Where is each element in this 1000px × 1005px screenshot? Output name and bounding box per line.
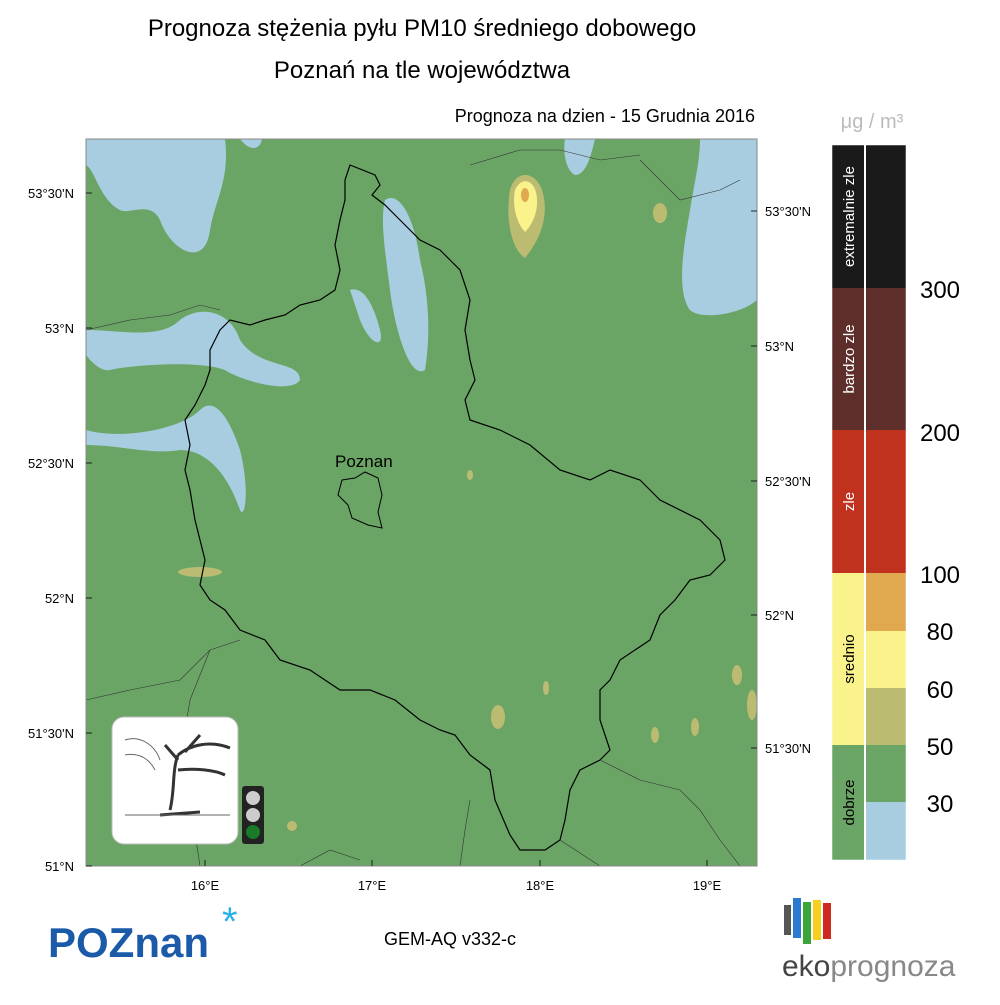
lat-label-left: 51°30'N [28,726,74,741]
lat-label-right: 52°N [765,608,794,623]
legend-threshold: 200 [920,420,960,447]
lon-label: 19°E [693,878,722,893]
lon-label: 17°E [358,878,387,893]
legend-category [832,288,864,430]
logo-ekoprognoza: ekoprognoza [782,950,956,983]
legend-bin [866,745,906,802]
legend-category [832,145,864,288]
legend-bin [866,430,906,573]
legend-threshold: 50 [927,734,954,761]
ekoprognoza-bars [784,898,831,944]
logo-poznan: POZnan [48,919,209,966]
legend-frame [831,144,907,861]
legend-category [832,745,864,860]
legend-category-label: extremalnie zle [841,166,858,267]
legend-category-label: bardzo zle [841,324,858,393]
lat-label-left: 52°30'N [28,456,74,471]
lat-label-left: 52°N [45,591,74,606]
lat-label-left: 51°N [45,859,74,874]
legend-threshold: 60 [927,677,954,704]
legend-threshold: 80 [927,619,954,646]
lat-label-right: 51°30'N [765,741,811,756]
lat-label-right: 53°N [765,339,794,354]
legend-bin [866,802,906,860]
map: Poznan [85,138,758,867]
legend-category-label: zle [841,492,858,511]
legend-bin [866,288,906,430]
legend-category-label: dobrze [841,780,858,826]
lat-label-left: 53°N [45,321,74,336]
legend-unit: μg / m³ [841,111,904,133]
subtitle: Poznań na tle województwa [274,57,571,84]
legend: μg / m³ extremalnie zle bardzo zle zle sred… [831,111,960,861]
weather-icon [111,716,264,845]
legend-bin [866,631,906,688]
legend-bin [866,573,906,631]
lat-label-left: 53°30'N [28,186,74,201]
legend-threshold: 30 [927,791,954,818]
city-label: Poznan [335,452,393,471]
lat-label-right: 53°30'N [765,204,811,219]
logo-prognoza: prognoza [830,950,955,983]
logo-asterisk: * [222,900,238,944]
legend-category [832,573,864,745]
forecast-date: Prognoza na dzien - 15 Grudnia 2016 [455,106,755,126]
legend-category [832,430,864,573]
model-label: GEM-AQ v332-c [384,929,516,949]
logo-eko: eko [782,950,830,983]
lon-label: 18°E [526,878,555,893]
legend-threshold: 300 [920,277,960,304]
lon-label: 16°E [191,878,220,893]
legend-bin [866,688,906,745]
legend-bin [866,145,906,288]
lat-label-right: 52°30'N [765,474,811,489]
title: Prognoza stężenia pyłu PM10 średniego do… [148,15,696,42]
legend-category-label: srednio [841,634,858,683]
legend-threshold: 100 [920,562,960,589]
